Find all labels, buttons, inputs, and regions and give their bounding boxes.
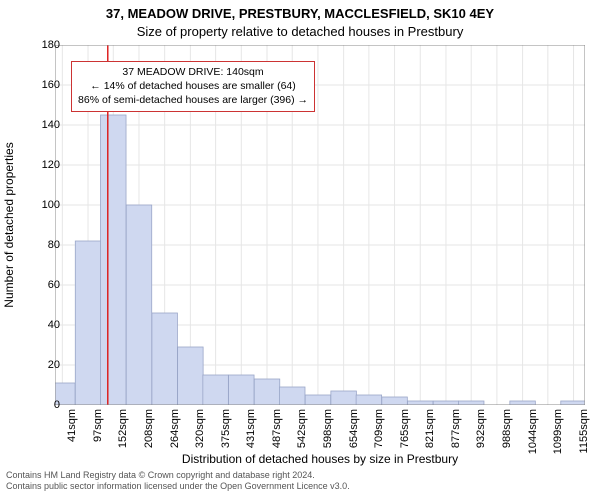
histogram-bar [510, 401, 536, 405]
y-tick: 20 [25, 359, 60, 371]
histogram-bar [229, 375, 255, 405]
y-tick: 0 [25, 399, 60, 411]
chart-title-main: 37, MEADOW DRIVE, PRESTBURY, MACCLESFIEL… [0, 6, 600, 21]
y-tick: 40 [25, 319, 60, 331]
histogram-bar [382, 397, 408, 405]
histogram-bar [305, 395, 331, 405]
footer-line-1: Contains HM Land Registry data © Crown c… [6, 470, 596, 481]
y-tick: 160 [25, 79, 60, 91]
callout-line-3: 86% of semi-detached houses are larger (… [78, 93, 308, 107]
callout-line-1: 37 MEADOW DRIVE: 140sqm [78, 65, 308, 79]
y-tick: 100 [25, 199, 60, 211]
y-tick: 140 [25, 119, 60, 131]
histogram-bar [75, 241, 101, 405]
histogram-bar [101, 115, 127, 405]
histogram-bar [126, 205, 152, 405]
histogram-bar [408, 401, 434, 405]
y-axis-label: Number of detached properties [2, 45, 22, 405]
histogram-bar [279, 387, 305, 405]
histogram-bar [356, 395, 382, 405]
y-tick: 80 [25, 239, 60, 251]
chart-title-sub: Size of property relative to detached ho… [0, 24, 600, 39]
footer-text: Contains HM Land Registry data © Crown c… [6, 470, 596, 492]
histogram-bar [178, 347, 204, 405]
footer-line-2: Contains public sector information licen… [6, 481, 596, 492]
histogram-bars [55, 115, 585, 405]
histogram-bar [203, 375, 229, 405]
y-tick: 60 [25, 279, 60, 291]
histogram-bar [331, 391, 357, 405]
histogram-bar [254, 379, 280, 405]
histogram-bar [458, 401, 484, 405]
histogram-bar [433, 401, 459, 405]
x-axis-label: Distribution of detached houses by size … [55, 452, 585, 466]
callout-box: 37 MEADOW DRIVE: 140sqm ← 14% of detache… [71, 61, 315, 112]
callout-line-2: ← 14% of detached houses are smaller (64… [78, 79, 308, 93]
y-tick: 120 [25, 159, 60, 171]
histogram-bar [152, 313, 178, 405]
histogram-bar [561, 401, 585, 405]
y-tick: 180 [25, 39, 60, 51]
